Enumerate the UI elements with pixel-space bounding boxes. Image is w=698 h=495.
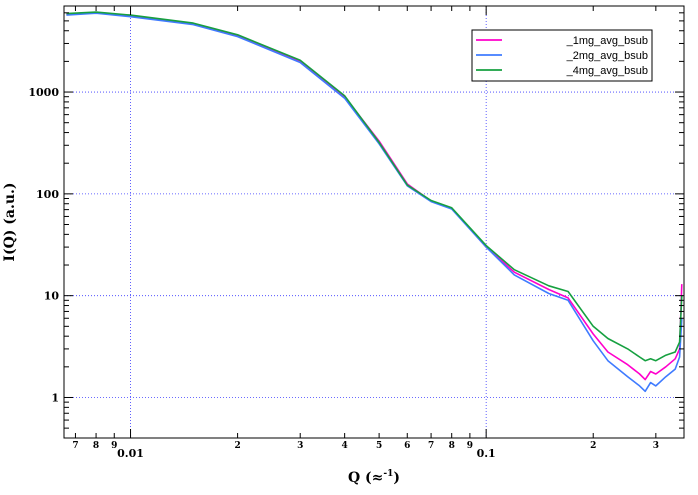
series-lines <box>66 11 683 393</box>
x-minor-tick-label: 5 <box>376 441 382 451</box>
x-minor-tick-label: 7 <box>72 441 78 451</box>
x-minor-tick-label: 2 <box>234 441 240 451</box>
x-axis-title-superscript: -1 <box>383 469 393 479</box>
x-minor-tick-label: 9 <box>467 441 473 451</box>
x-axis-title-close: ) <box>393 470 400 486</box>
y-major-tick-label: 1000 <box>28 86 59 99</box>
y-major-tick-label: 100 <box>36 188 59 201</box>
axis-ticks: 0.01 0.1 7 8 9 2 3 4 5 6 7 8 9 2 3 1 10 100 1000 <box>28 5 684 460</box>
y-axis-title: I(Q) (a.u.) <box>2 182 18 261</box>
x-major-tick-label: 0.01 <box>117 447 144 460</box>
legend-label: _4mg_avg_bsub <box>566 65 648 77</box>
legend-label: _1mg_avg_bsub <box>566 35 648 47</box>
x-axis-title: Q (≈-1) <box>348 469 400 486</box>
x-minor-tick-label: 8 <box>93 441 99 451</box>
x-minor-tick-label: 6 <box>404 441 410 451</box>
series-line-4mg_avg_bsub <box>66 11 683 362</box>
y-major-tick-label: 10 <box>44 290 60 303</box>
y-major-tick-label: 1 <box>51 391 59 404</box>
legend-label: _2mg_avg_bsub <box>566 50 648 62</box>
legend: _1mg_avg_bsub _2mg_avg_bsub _4mg_avg_bsub <box>471 29 653 82</box>
x-minor-tick-label: 2 <box>590 441 596 451</box>
x-minor-tick-label: 7 <box>428 441 434 451</box>
series-line-2mg_avg_bsub <box>66 12 683 393</box>
x-minor-tick-label: 9 <box>111 441 117 451</box>
x-minor-tick-label: 3 <box>653 441 659 451</box>
x-minor-tick-label: 3 <box>297 441 303 451</box>
x-major-tick-label: 0.1 <box>477 447 496 460</box>
x-minor-tick-label: 4 <box>342 441 348 451</box>
x-minor-tick-label: 8 <box>449 441 455 451</box>
plot-frame <box>63 5 685 439</box>
x-axis-title-main: Q (≈ <box>348 470 383 486</box>
